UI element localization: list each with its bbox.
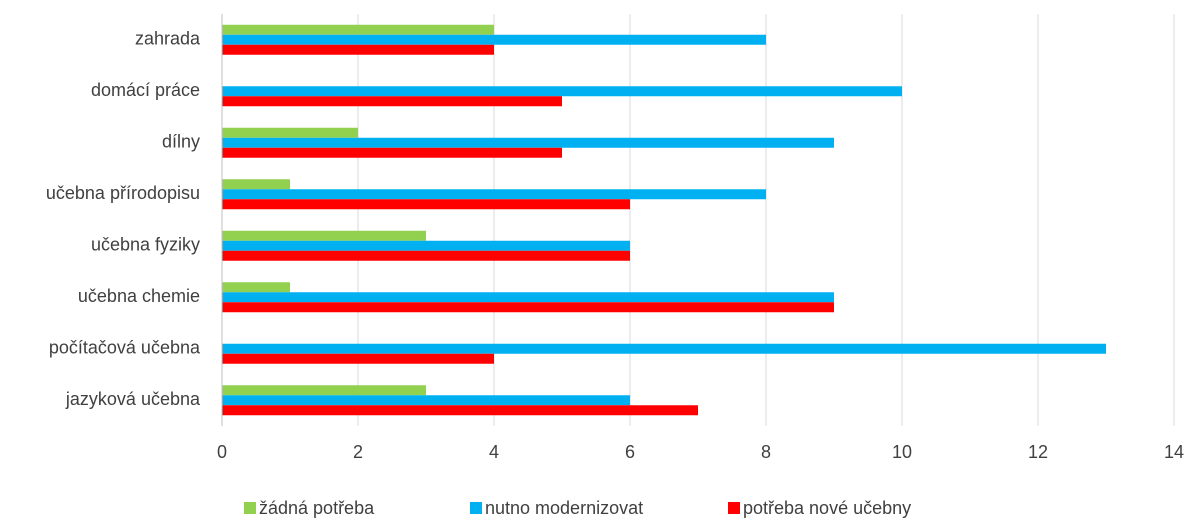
y-tick-label: jazyková učebna bbox=[65, 389, 201, 409]
legend-swatch bbox=[244, 502, 256, 514]
x-tick-label: 10 bbox=[892, 442, 912, 462]
bar bbox=[222, 179, 290, 190]
x-tick-label: 8 bbox=[761, 442, 771, 462]
bar bbox=[222, 282, 290, 293]
bar bbox=[222, 199, 630, 210]
bar bbox=[222, 34, 766, 45]
bar bbox=[222, 385, 426, 396]
bar bbox=[222, 405, 698, 416]
bar bbox=[222, 250, 630, 261]
legend-label: žádná potřeba bbox=[259, 498, 375, 518]
y-tick-label: učebna přírodopisu bbox=[46, 183, 200, 203]
y-tick-label: počítačová učebna bbox=[49, 338, 201, 358]
bar bbox=[222, 240, 630, 251]
bar bbox=[222, 86, 902, 97]
bar bbox=[222, 302, 834, 313]
y-tick-label: domácí práce bbox=[91, 80, 200, 100]
bar bbox=[222, 230, 426, 241]
x-tick-label: 14 bbox=[1164, 442, 1184, 462]
x-tick-label: 0 bbox=[217, 442, 227, 462]
y-tick-label: učebna chemie bbox=[78, 286, 200, 306]
bar bbox=[222, 44, 494, 55]
bar bbox=[222, 127, 358, 138]
bar bbox=[222, 353, 494, 364]
y-tick-label: zahrada bbox=[135, 29, 201, 49]
legend-label: potřeba nové učebny bbox=[743, 498, 911, 518]
bar bbox=[222, 137, 834, 148]
bar bbox=[222, 147, 562, 158]
x-tick-label: 2 bbox=[353, 442, 363, 462]
bar bbox=[222, 189, 766, 200]
legend-swatch bbox=[728, 502, 740, 514]
x-tick-label: 6 bbox=[625, 442, 635, 462]
x-tick-label: 4 bbox=[489, 442, 499, 462]
y-tick-label: učebna fyziky bbox=[91, 235, 200, 255]
legend-label: nutno modernizovat bbox=[485, 498, 643, 518]
bar bbox=[222, 292, 834, 303]
bar bbox=[222, 24, 494, 35]
bar bbox=[222, 96, 562, 107]
x-tick-label: 12 bbox=[1028, 442, 1048, 462]
bar bbox=[222, 395, 630, 406]
bar bbox=[222, 343, 1106, 354]
legend-swatch bbox=[470, 502, 482, 514]
y-tick-label: dílny bbox=[162, 132, 200, 152]
